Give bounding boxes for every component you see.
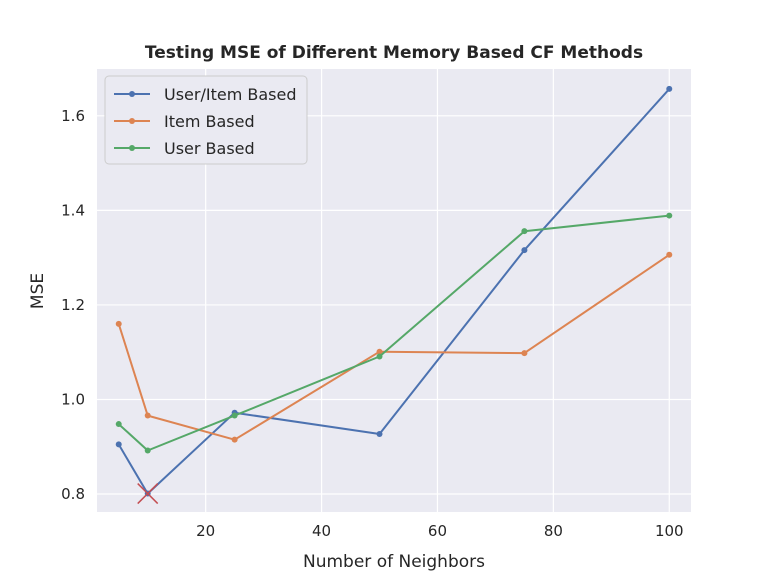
- data-point: [115, 441, 122, 448]
- legend-swatch-marker: [129, 145, 135, 151]
- legend-swatch-marker: [129, 91, 135, 97]
- legend-item: User/Item Based: [114, 85, 296, 104]
- legend-label: User Based: [164, 139, 255, 158]
- legend-item: User Based: [114, 139, 255, 158]
- data-point: [521, 228, 528, 235]
- chart-title: Testing MSE of Different Memory Based CF…: [145, 43, 643, 63]
- x-tick-label: 40: [312, 522, 331, 540]
- series-line: [118, 214, 670, 452]
- y-tick-label: 1.6: [61, 107, 85, 125]
- y-tick-label: 0.8: [61, 485, 85, 503]
- data-point: [115, 421, 122, 428]
- data-point: [376, 348, 383, 355]
- data-point: [231, 436, 238, 443]
- data-point: [144, 447, 151, 454]
- data-point: [666, 251, 673, 258]
- legend-label: User/Item Based: [164, 85, 296, 104]
- legend-swatch-marker: [129, 118, 135, 124]
- grid: [97, 69, 691, 512]
- data-point: [144, 412, 151, 419]
- data-point: [115, 320, 122, 327]
- x-axis-ticks: 20 40 60 80 100: [196, 522, 683, 540]
- y-tick-label: 1.4: [61, 201, 85, 219]
- y-tick-label: 1.0: [61, 390, 85, 408]
- y-axis-label: MSE: [28, 273, 48, 309]
- data-point: [231, 412, 238, 419]
- legend-box: [104, 75, 308, 165]
- data-point: [521, 350, 528, 357]
- x-tick-label: 100: [655, 522, 684, 540]
- legend: User/Item Based Item Based User Based: [104, 75, 308, 165]
- x-tick-label: 80: [544, 522, 563, 540]
- series-line: [117, 88, 671, 495]
- series-layer: [115, 85, 673, 497]
- annotation-layer: [137, 483, 159, 505]
- data-point: [521, 247, 528, 254]
- series-2: [115, 251, 673, 443]
- min-marker: [137, 483, 159, 505]
- data-point: [666, 212, 673, 219]
- x-axis-label: Number of Neighbors: [303, 552, 485, 572]
- x-tick-label: 60: [428, 522, 447, 540]
- legend-label: Item Based: [164, 112, 255, 131]
- data-point: [666, 85, 673, 92]
- x-tick-label: 20: [196, 522, 215, 540]
- series-3: [115, 212, 673, 454]
- legend-item: Item Based: [114, 112, 255, 131]
- data-point: [376, 353, 383, 360]
- y-axis-ticks: 0.8 1.0 1.2 1.4 1.6: [61, 107, 85, 503]
- y-tick-label: 1.2: [61, 296, 85, 314]
- series-line: [117, 253, 670, 441]
- data-point: [376, 430, 383, 437]
